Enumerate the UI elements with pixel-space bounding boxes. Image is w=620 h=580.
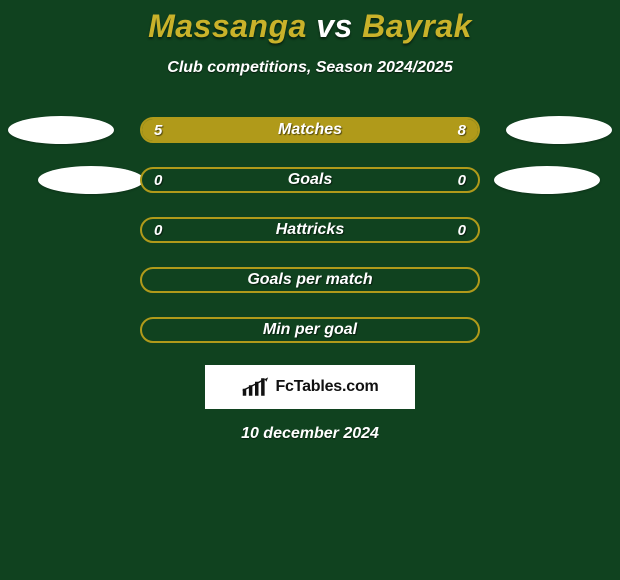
stat-bar: 0 0Goals [140, 167, 480, 193]
player-chip-right [494, 166, 600, 194]
stat-value-left: 0 [154, 169, 162, 191]
brand-chart-icon [241, 376, 269, 398]
title-player1: Massanga [148, 8, 307, 44]
stat-rows: 58Matches00Goals00HattricksGoals per mat… [0, 117, 620, 343]
player-chip-right [506, 116, 612, 144]
title-player2: Bayrak [362, 8, 472, 44]
stat-bar: 0 0Hattricks [140, 217, 480, 243]
stat-row: 0 0Goals [0, 167, 620, 193]
stat-value-right: 0 [458, 219, 466, 241]
date-text: 10 december 2024 [0, 425, 620, 443]
title-vs: vs [316, 8, 353, 44]
stat-label: Goals [142, 169, 478, 191]
page-title: Massanga vs Bayrak [0, 0, 620, 45]
stat-label: Hattricks [142, 219, 478, 241]
stat-label: Goals per match [142, 269, 478, 291]
stat-value-left: 5 [154, 119, 162, 141]
bar-fill-right [271, 119, 478, 141]
subtitle: Club competitions, Season 2024/2025 [0, 59, 620, 77]
stat-value-right: 8 [458, 119, 466, 141]
stat-bar: Min per goal [140, 317, 480, 343]
stat-label: Min per goal [142, 319, 478, 341]
stat-row: Goals per match [0, 267, 620, 293]
player-chip-left [38, 166, 144, 194]
stat-row: 0 0Hattricks [0, 217, 620, 243]
stat-value-right: 0 [458, 169, 466, 191]
stat-row: Min per goal [0, 317, 620, 343]
stat-bar: Goals per match [140, 267, 480, 293]
brand-badge: FcTables.com [205, 365, 415, 409]
stat-bar: 58Matches [140, 117, 480, 143]
stat-value-left: 0 [154, 219, 162, 241]
player-chip-left [8, 116, 114, 144]
stat-row: 58Matches [0, 117, 620, 143]
brand-text: FcTables.com [275, 378, 378, 396]
infographic-canvas: Massanga vs Bayrak Club competitions, Se… [0, 0, 620, 580]
